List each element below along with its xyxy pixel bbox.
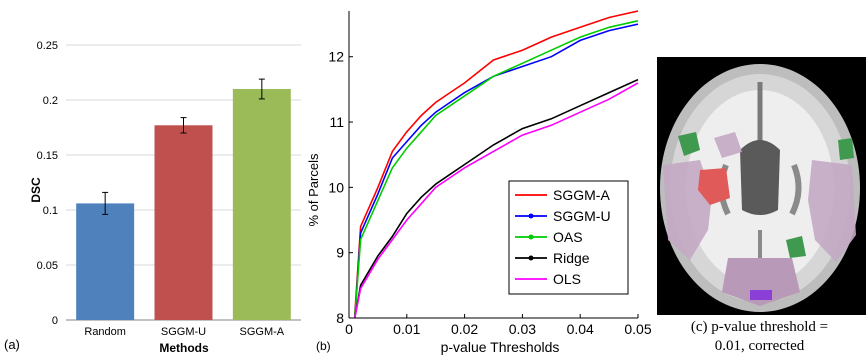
bar-chart-x-tick-labels: Random SGGM-U SGGM-A (84, 326, 284, 338)
line-chart-legend: SGGM-A SGGM-U OAS Ridge OLS (508, 180, 629, 295)
bar-chart-panel-a: 0 0.05 0.1 0.15 0.2 0.25 Random SGGM-U SGGM-A D… (4, 40, 301, 355)
bar-chart-y-axis-label: DSC (29, 177, 43, 203)
bar-sggm-a (232, 89, 291, 320)
parcel-occipital-highlight (750, 290, 772, 300)
parcel-right-temporal (808, 160, 856, 262)
panel-c-caption-line1: (c) p-value threshold = (690, 319, 829, 335)
bar-chart-y-tick-label: 0.15 (37, 150, 58, 162)
legend-marker (528, 213, 534, 219)
bar-chart-y-tick-labels: 0 0.05 0.1 0.15 0.2 0.25 (37, 40, 58, 327)
line-chart-y-tick-label: 9 (336, 245, 344, 261)
line-chart-x-tick-label: 0.02 (451, 321, 478, 337)
bar-chart-bars (76, 89, 291, 320)
panel-label-b: (b) (316, 339, 331, 353)
legend-marker (528, 234, 534, 240)
legend-label-ols: OLS (553, 271, 581, 287)
bar-chart-x-tick-label: Random (84, 326, 126, 338)
parcel-green-occipital (786, 236, 806, 258)
line-chart-x-tick-label: 0.04 (567, 321, 594, 337)
panel-label-a: (a) (4, 337, 20, 352)
bar-chart-y-tick-label: 0.2 (43, 95, 58, 107)
brain-ventricles (740, 140, 780, 215)
parcel-green-right (838, 138, 854, 160)
bar-chart-x-axis-label: Methods (159, 341, 209, 355)
line-chart-x-tick-label: 0.05 (624, 321, 651, 337)
legend-label-ridge: Ridge (553, 250, 590, 266)
parcel-green-left (678, 132, 700, 156)
bar-sggm-u (154, 125, 213, 320)
legend-label-sggm-u: SGGM-U (553, 208, 611, 224)
line-chart-y-tick-labels: 8 9 10 11 12 (328, 49, 344, 326)
series-line-sggm-u (354, 23, 639, 319)
brain-right-structure (789, 163, 802, 216)
line-chart-y-tick-label: 11 (329, 114, 344, 130)
bar-chart-y-tick-label: 0.05 (37, 260, 58, 272)
line-chart-panel-b: 8 9 10 11 12 0 0.01 0.02 0.03 0.04 0.05 % of Parc… (306, 10, 652, 355)
series-line-oas (354, 20, 639, 319)
line-chart-y-tick-label: 8 (336, 310, 344, 326)
line-chart-axes (348, 11, 639, 319)
legend-label-sggm-a: SGGM-A (553, 187, 610, 203)
bar-chart-y-tick-label: 0 (52, 315, 58, 327)
panel-c-caption-line2: 0.01, corrected (714, 338, 805, 354)
line-chart-x-tick-labels: 0 0.01 0.02 0.03 0.04 0.05 (345, 321, 652, 337)
line-chart-x-tick-label: 0.01 (393, 321, 420, 337)
line-chart-y-axis-label: % of Parcels (306, 153, 321, 226)
bar-chart-y-tick-label: 0.1 (43, 205, 58, 217)
parcel-red-left (698, 168, 730, 205)
line-chart-series (354, 10, 639, 319)
bar-random (76, 203, 135, 320)
bar-chart-error-bars (102, 78, 265, 215)
legend-label-oas: OAS (553, 229, 583, 245)
line-chart-x-tick-label: 0.03 (509, 321, 536, 337)
brain-map-panel-c (657, 57, 866, 315)
line-chart-x-axis-label: p-value Thresholds (441, 339, 560, 355)
parcel-occipital (722, 258, 800, 306)
line-chart-y-tick-label: 10 (328, 179, 344, 195)
bar-chart-y-tick-label: 0.25 (37, 40, 58, 52)
parcel-left-frontal (714, 132, 742, 158)
series-line-ols (354, 82, 639, 319)
line-chart-y-tick-label: 12 (328, 49, 344, 65)
line-chart-x-tick-label: 0 (345, 321, 353, 337)
series-line-sggm-a (354, 10, 639, 315)
legend-marker (528, 255, 534, 261)
series-line-ridge (354, 78, 639, 319)
bar-chart-x-tick-label: SGGM-U (161, 326, 206, 338)
bar-chart-x-tick-label: SGGM-A (240, 326, 285, 338)
panel-c-caption: (c) p-value threshold = 0.01, corrected (652, 318, 867, 356)
